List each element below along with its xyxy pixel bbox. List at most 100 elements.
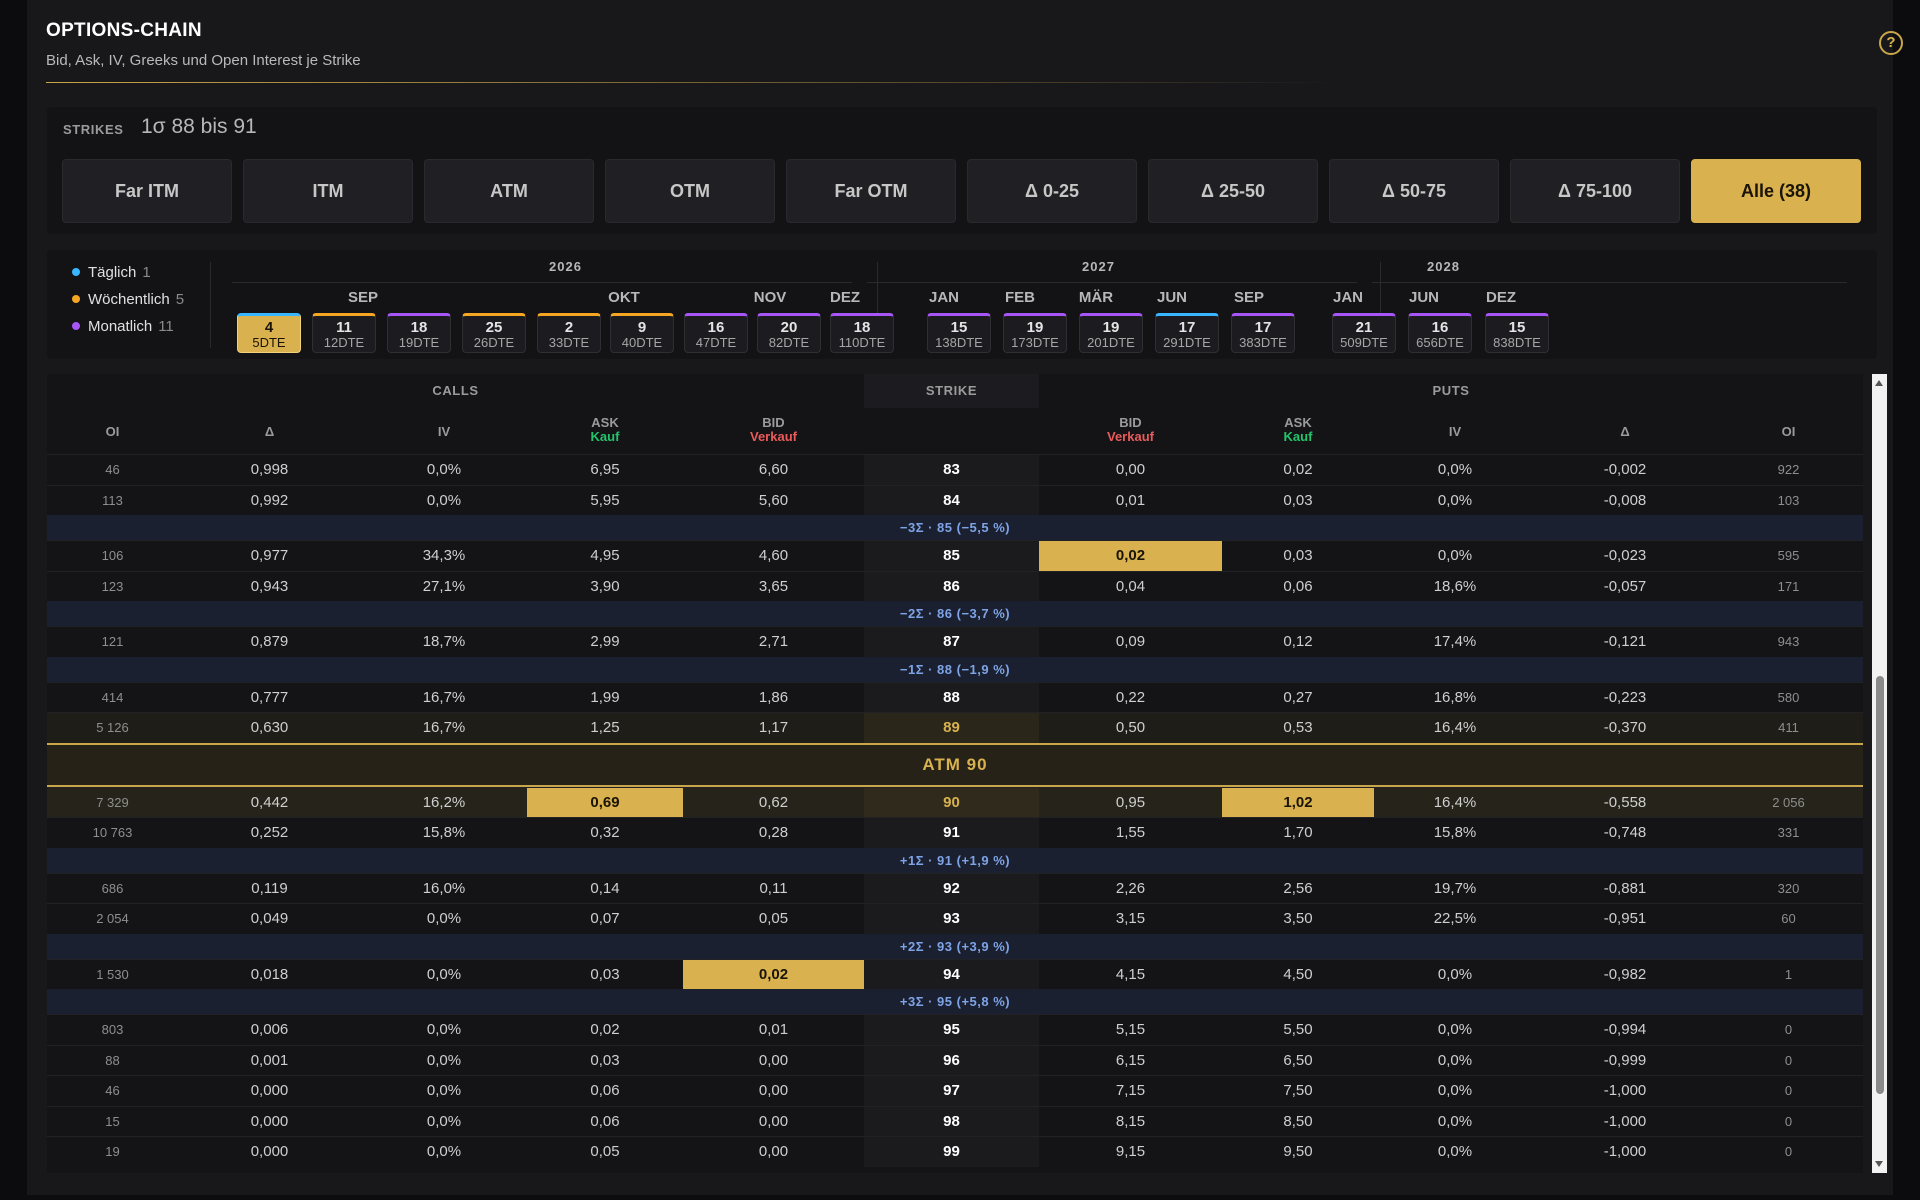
- table-row[interactable]: 2 054 0,049 0,0% 0,07 0,05 93 3,15 3,50 22,5% -0,…: [47, 903, 1863, 934]
- put-iv-cell[interactable]: 19,7%: [1433, 879, 1477, 897]
- call-ask-cell[interactable]: 0,06: [590, 1112, 620, 1130]
- put-iv-cell[interactable]: 0,0%: [1437, 491, 1473, 509]
- put-iv-cell[interactable]: 15,8%: [1433, 824, 1477, 841]
- put-delta-cell[interactable]: -0,558: [1603, 793, 1647, 811]
- call-ask-cell[interactable]: 0,02: [590, 1021, 620, 1038]
- put-ask-cell[interactable]: 9,50: [1283, 1143, 1313, 1160]
- call-delta-cell[interactable]: 0,879: [250, 633, 289, 650]
- call-bid-cell[interactable]: 0,05: [758, 910, 789, 927]
- call-oi-cell[interactable]: 686: [101, 880, 124, 896]
- table-scrollbar[interactable]: [1872, 374, 1887, 1173]
- call-ask-cell[interactable]: 1,99: [590, 688, 620, 706]
- filter-button[interactable]: Δ 25-50: [1148, 159, 1318, 223]
- expiry-chip[interactable]: 20 82DTE: [757, 313, 821, 353]
- call-delta-cell[interactable]: 0,000: [250, 1082, 289, 1099]
- table-row[interactable]: 88 0,001 0,0% 0,03 0,00 96 6,15 6,50 0,0% -0,999 0: [47, 1044, 1863, 1076]
- help-icon[interactable]: ?: [1879, 31, 1903, 55]
- call-bid-cell[interactable]: 6,60: [758, 461, 789, 478]
- expiry-chip[interactable]: 19 173DTE: [1003, 313, 1067, 353]
- put-delta-cell[interactable]: -0,370: [1603, 719, 1647, 736]
- call-bid-cell[interactable]: 0,00: [758, 1082, 789, 1099]
- call-oi-cell[interactable]: 19: [105, 1144, 120, 1159]
- call-ask-cell[interactable]: 1,25: [590, 719, 620, 736]
- put-bid-cell[interactable]: 1,55: [1115, 824, 1146, 841]
- put-iv-cell[interactable]: 16,8%: [1433, 688, 1477, 706]
- put-bid-cell[interactable]: 3,15: [1115, 910, 1146, 927]
- put-delta-cell[interactable]: -1,000: [1603, 1082, 1647, 1099]
- call-ask-cell[interactable]: 0,69: [527, 787, 683, 818]
- put-ask-cell[interactable]: 0,06: [1283, 577, 1313, 595]
- call-ask-cell[interactable]: 2,99: [590, 633, 620, 650]
- call-bid-cell[interactable]: 0,00: [758, 1051, 789, 1069]
- filter-button[interactable]: Δ 50-75: [1329, 159, 1499, 223]
- call-delta-cell[interactable]: 0,998: [250, 461, 289, 478]
- call-bid-cell[interactable]: 1,17: [758, 719, 789, 736]
- expiry-chip[interactable]: 25 26DTE: [462, 313, 526, 353]
- call-iv-cell[interactable]: 15,8%: [422, 824, 466, 841]
- put-bid-cell[interactable]: 4,15: [1115, 965, 1146, 983]
- expiry-chip[interactable]: 4 5DTE: [237, 313, 301, 353]
- call-oi-cell[interactable]: 5 126: [96, 720, 129, 735]
- put-iv-cell[interactable]: 0,0%: [1437, 1051, 1473, 1069]
- expiry-chip[interactable]: 16 47DTE: [684, 313, 748, 353]
- put-delta-cell[interactable]: -0,023: [1603, 547, 1647, 564]
- call-delta-cell[interactable]: 0,049: [250, 910, 289, 927]
- put-delta-cell[interactable]: -0,008: [1603, 491, 1647, 509]
- table-row[interactable]: 46 0,998 0,0% 6,95 6,60 83 0,00 0,02 0,0% -0,002 9…: [47, 454, 1863, 485]
- call-ask-cell[interactable]: 3,90: [590, 577, 620, 595]
- put-ask-cell[interactable]: 0,03: [1283, 547, 1313, 564]
- call-oi-cell[interactable]: 15: [105, 1113, 120, 1129]
- put-oi-cell[interactable]: 103: [1777, 492, 1800, 508]
- put-iv-cell[interactable]: 0,0%: [1437, 1082, 1473, 1099]
- put-iv-cell[interactable]: 0,0%: [1437, 1112, 1473, 1130]
- call-oi-cell[interactable]: 1 530: [96, 966, 129, 982]
- call-delta-cell[interactable]: 0,992: [250, 491, 289, 509]
- expiry-chip[interactable]: 21 509DTE: [1332, 313, 1396, 353]
- expiry-chip[interactable]: 17 383DTE: [1231, 313, 1295, 353]
- call-iv-cell[interactable]: 16,2%: [422, 793, 466, 811]
- put-oi-cell[interactable]: 0: [1784, 1022, 1793, 1037]
- call-oi-cell[interactable]: 46: [105, 1083, 120, 1098]
- put-iv-cell[interactable]: 0,0%: [1437, 547, 1473, 564]
- call-bid-cell[interactable]: 0,00: [758, 1143, 789, 1160]
- put-iv-cell[interactable]: 0,0%: [1437, 461, 1473, 478]
- call-iv-cell[interactable]: 0,0%: [426, 965, 462, 983]
- expiry-chip[interactable]: 18 19DTE: [387, 313, 451, 353]
- call-iv-cell[interactable]: 0,0%: [426, 461, 462, 478]
- put-delta-cell[interactable]: -0,748: [1603, 824, 1647, 841]
- put-delta-cell[interactable]: -1,000: [1603, 1143, 1647, 1160]
- call-oi-cell[interactable]: 106: [101, 548, 124, 563]
- put-ask-cell[interactable]: 0,03: [1283, 491, 1313, 509]
- scroll-up-icon[interactable]: [1875, 380, 1883, 386]
- put-oi-cell[interactable]: 943: [1777, 634, 1800, 649]
- call-ask-cell[interactable]: 0,14: [590, 879, 620, 897]
- put-delta-cell[interactable]: -0,881: [1603, 879, 1647, 897]
- put-iv-cell[interactable]: 0,0%: [1437, 1021, 1473, 1038]
- call-delta-cell[interactable]: 0,001: [250, 1051, 289, 1069]
- put-ask-cell[interactable]: 2,56: [1283, 879, 1313, 897]
- call-delta-cell[interactable]: 0,977: [250, 547, 289, 564]
- filter-button[interactable]: Δ 75-100: [1510, 159, 1680, 223]
- put-bid-cell[interactable]: 2,26: [1115, 879, 1146, 897]
- call-oi-cell[interactable]: 46: [105, 462, 120, 477]
- table-row[interactable]: 113 0,992 0,0% 5,95 5,60 84 0,01 0,03 0,0% -0,008…: [47, 484, 1863, 516]
- put-ask-cell[interactable]: 7,50: [1283, 1082, 1313, 1099]
- call-oi-cell[interactable]: 121: [101, 634, 124, 649]
- put-oi-cell[interactable]: 0: [1784, 1113, 1793, 1129]
- put-ask-cell[interactable]: 3,50: [1283, 910, 1313, 927]
- call-delta-cell[interactable]: 0,442: [250, 793, 289, 811]
- put-ask-cell[interactable]: 0,02: [1283, 461, 1313, 478]
- call-oi-cell[interactable]: 803: [101, 1022, 124, 1037]
- table-row[interactable]: 5 126 0,630 16,7% 1,25 1,17 89 0,50 0,53 16,4% -0…: [47, 712, 1863, 743]
- expiry-chip[interactable]: 9 40DTE: [610, 313, 674, 353]
- call-delta-cell[interactable]: 0,006: [250, 1021, 289, 1038]
- call-iv-cell[interactable]: 0,0%: [426, 910, 462, 927]
- put-delta-cell[interactable]: -0,057: [1603, 577, 1647, 595]
- put-ask-cell[interactable]: 4,50: [1283, 965, 1313, 983]
- put-bid-cell[interactable]: 0,00: [1115, 461, 1146, 478]
- call-iv-cell[interactable]: 0,0%: [426, 1021, 462, 1038]
- call-ask-cell[interactable]: 0,07: [590, 910, 620, 927]
- call-iv-cell[interactable]: 16,0%: [422, 879, 466, 897]
- expiry-chip[interactable]: 18 110DTE: [830, 313, 894, 353]
- expiry-chip[interactable]: 16 656DTE: [1408, 313, 1472, 353]
